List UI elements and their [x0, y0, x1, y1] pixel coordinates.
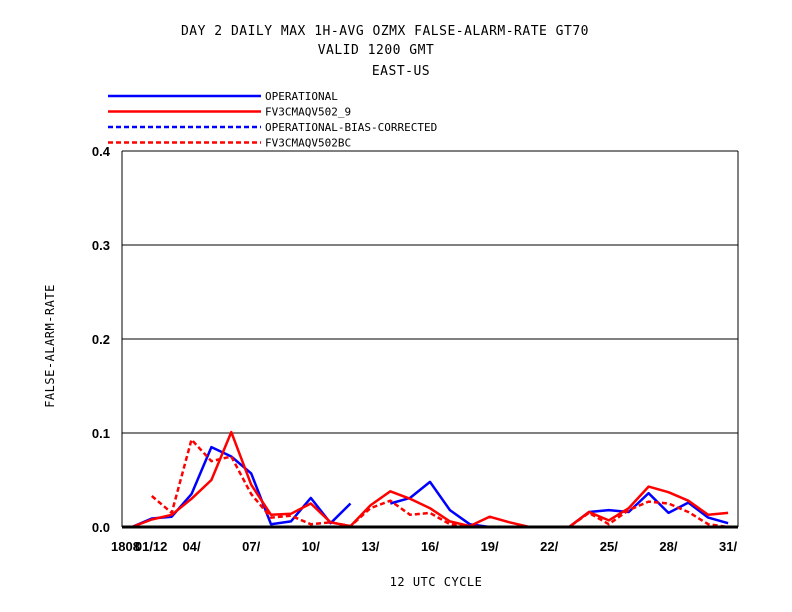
y-tick-label: 0.4	[92, 144, 111, 159]
y-tick-label: 0.2	[92, 332, 110, 347]
series-line-1	[131, 445, 352, 529]
x-tick-label: 13/	[361, 539, 379, 554]
chart-region: EAST-US	[372, 64, 430, 79]
grid-lines	[122, 150, 738, 434]
y-tick-label: 0.0	[92, 520, 110, 535]
x-tick-label: 04/	[183, 539, 201, 554]
series-line-2	[131, 430, 729, 529]
y-axis-ticks: 0.0 0.1 0.2 0.3 0.4	[92, 144, 111, 535]
legend-label: OPERATIONAL-BIAS-CORRECTED	[265, 121, 437, 134]
x-tick-label: 25/	[600, 539, 618, 554]
plot-series	[131, 430, 729, 529]
legend-label: FV3CMAQV502_9	[265, 106, 351, 119]
x-tick-label: 19/	[481, 539, 499, 554]
x-tick-label: 16/	[421, 539, 439, 554]
x-tick-label: 28/	[659, 539, 677, 554]
y-tick-label: 0.3	[92, 238, 110, 253]
x-tick-label: 10/	[302, 539, 320, 554]
y-tick-label: 0.1	[92, 426, 110, 441]
series-line-4	[150, 438, 729, 529]
x-tick-label: 22/	[540, 539, 558, 554]
x-tick-label: 1808	[111, 539, 140, 554]
legend-label: FV3CMAQV502BC	[265, 137, 351, 150]
x-tick-label: 07/	[242, 539, 260, 554]
y-axis-label: FALSE-ALARM-RATE	[43, 284, 57, 408]
x-tick-label: 31/	[719, 539, 737, 554]
x-axis-label: 12 UTC CYCLE	[390, 575, 483, 589]
legend: OPERATIONAL FV3CMAQV502_9 OPERATIONAL-BIAS…	[108, 90, 437, 150]
plot-frame	[121, 150, 739, 529]
legend-label: OPERATIONAL	[265, 90, 338, 103]
x-tick-label: 01/12	[135, 539, 168, 554]
chart-title: DAY 2 DAILY MAX 1H-AVG OZMX FALSE-ALARM-…	[181, 24, 589, 39]
chart-subtitle: VALID 1200 GMT	[318, 43, 435, 58]
